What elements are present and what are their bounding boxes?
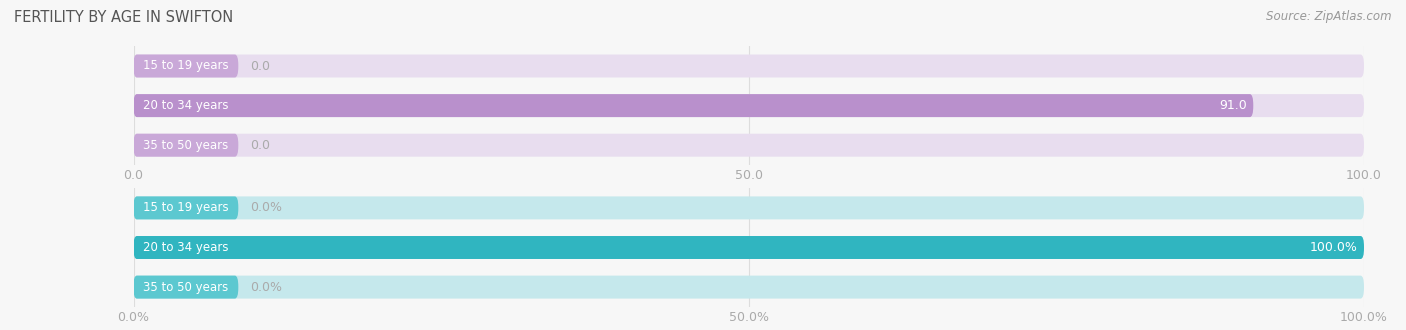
Text: Source: ZipAtlas.com: Source: ZipAtlas.com [1267, 10, 1392, 23]
Text: 91.0: 91.0 [1219, 99, 1247, 112]
Text: FERTILITY BY AGE IN SWIFTON: FERTILITY BY AGE IN SWIFTON [14, 10, 233, 25]
FancyBboxPatch shape [134, 196, 239, 219]
FancyBboxPatch shape [134, 54, 239, 78]
FancyBboxPatch shape [134, 94, 1253, 117]
Text: 100.0%: 100.0% [1310, 241, 1358, 254]
FancyBboxPatch shape [134, 276, 1364, 299]
FancyBboxPatch shape [134, 134, 1364, 157]
FancyBboxPatch shape [134, 134, 239, 157]
Text: 15 to 19 years: 15 to 19 years [143, 59, 229, 73]
Text: 0.0: 0.0 [250, 59, 270, 73]
Text: 15 to 19 years: 15 to 19 years [143, 201, 229, 214]
Text: 0.0%: 0.0% [250, 280, 283, 294]
FancyBboxPatch shape [134, 276, 239, 299]
FancyBboxPatch shape [134, 94, 1364, 117]
Text: 35 to 50 years: 35 to 50 years [143, 280, 229, 294]
FancyBboxPatch shape [134, 196, 1364, 219]
Text: 0.0: 0.0 [250, 139, 270, 152]
Text: 20 to 34 years: 20 to 34 years [143, 241, 229, 254]
Text: 20 to 34 years: 20 to 34 years [143, 99, 229, 112]
FancyBboxPatch shape [134, 236, 1364, 259]
FancyBboxPatch shape [134, 54, 1364, 78]
Text: 35 to 50 years: 35 to 50 years [143, 139, 229, 152]
Text: 0.0%: 0.0% [250, 201, 283, 214]
FancyBboxPatch shape [134, 236, 1364, 259]
